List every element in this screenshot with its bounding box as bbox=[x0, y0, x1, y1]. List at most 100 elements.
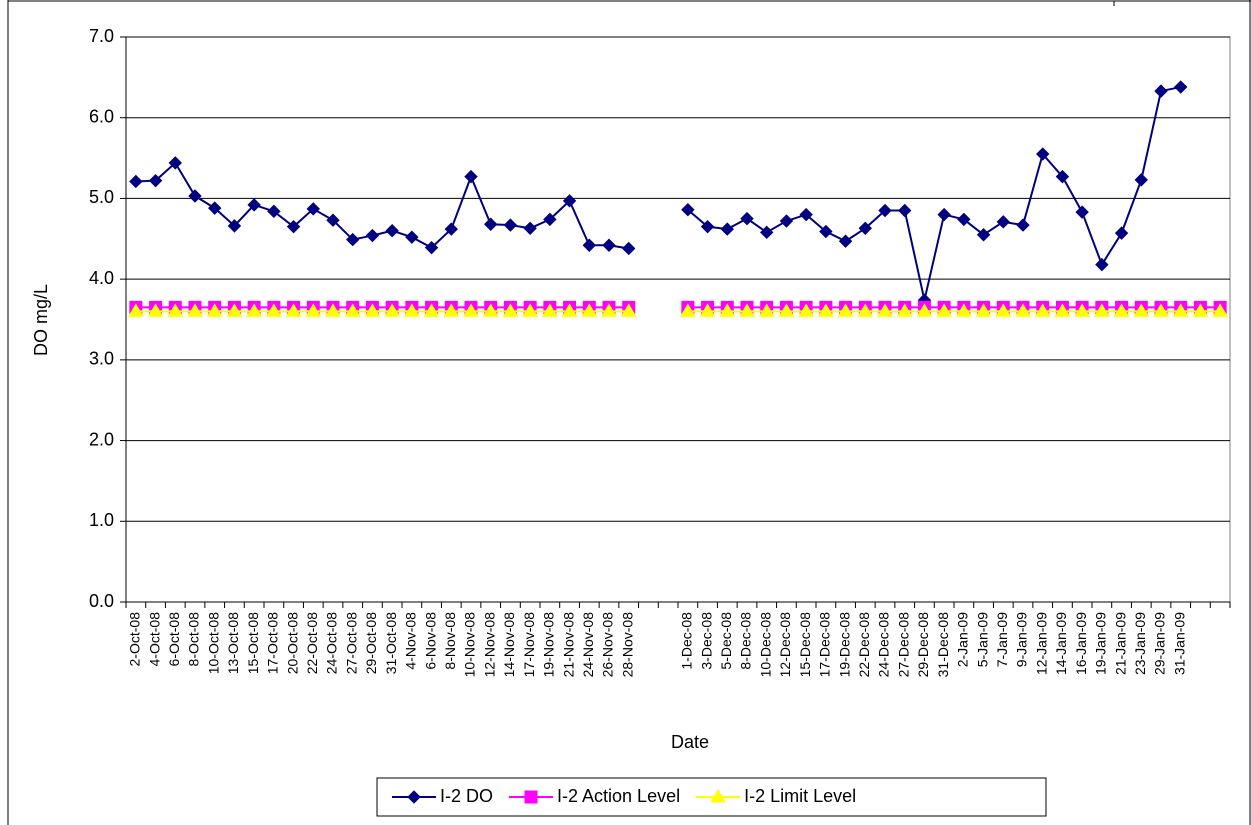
point bbox=[246, 303, 263, 317]
y-tick-label: 0.0 bbox=[89, 591, 114, 611]
point bbox=[265, 303, 282, 317]
point bbox=[778, 303, 795, 317]
x-tick-label: 29-Jan-09 bbox=[1152, 612, 1168, 675]
point bbox=[482, 303, 499, 317]
x-tick-label: 10-Dec-08 bbox=[757, 612, 773, 678]
point bbox=[1093, 303, 1110, 317]
x-tick-label: 20-Oct-08 bbox=[284, 612, 300, 674]
x-tick-label: 16-Jan-09 bbox=[1073, 612, 1089, 675]
y-tick-label: 1.0 bbox=[89, 510, 114, 530]
point bbox=[739, 303, 755, 317]
point bbox=[937, 207, 951, 222]
x-tick-label: 17-Dec-08 bbox=[817, 612, 833, 678]
x-tick-label: 21-Nov-08 bbox=[560, 612, 576, 678]
point bbox=[403, 303, 420, 317]
point bbox=[326, 213, 340, 227]
x-tick-label: 24-Nov-08 bbox=[580, 612, 596, 678]
x-tick-label: 31-Oct-08 bbox=[383, 612, 399, 674]
x-tick-label: 8-Nov-08 bbox=[442, 612, 458, 670]
point bbox=[561, 303, 578, 317]
point bbox=[819, 224, 833, 239]
x-tick-label: 22-Dec-08 bbox=[856, 612, 872, 678]
point bbox=[1055, 169, 1070, 184]
x-tick-label: 1-Dec-08 bbox=[679, 612, 695, 670]
point bbox=[995, 303, 1012, 317]
x-tick-label: 27-Dec-08 bbox=[895, 612, 911, 678]
point bbox=[148, 173, 163, 188]
x-tick-label: 2-Jan-09 bbox=[955, 612, 971, 667]
point bbox=[837, 303, 854, 317]
x-tick-label: 31-Jan-09 bbox=[1171, 612, 1187, 675]
point bbox=[798, 303, 815, 317]
point bbox=[543, 212, 557, 227]
y-tick-label: 3.0 bbox=[89, 349, 114, 369]
x-tick-label: 24-Dec-08 bbox=[876, 612, 892, 678]
point bbox=[206, 303, 223, 317]
x-tick-label: 31-Dec-08 bbox=[935, 612, 951, 678]
x-tick-label: 19-Nov-08 bbox=[541, 612, 557, 678]
point bbox=[365, 228, 380, 243]
point bbox=[364, 303, 381, 317]
point bbox=[1174, 80, 1188, 94]
point bbox=[622, 241, 636, 256]
point bbox=[523, 221, 537, 235]
x-tick-label: 3-Dec-08 bbox=[698, 612, 714, 670]
point bbox=[936, 303, 953, 317]
x-tick-label: 4-Oct-08 bbox=[146, 612, 162, 667]
x-tick-label: 21-Jan-09 bbox=[1112, 612, 1128, 675]
point bbox=[1113, 303, 1130, 317]
y-tick-label: 5.0 bbox=[89, 187, 114, 207]
x-tick-label: 13-Oct-08 bbox=[225, 612, 241, 674]
point bbox=[858, 221, 872, 235]
x-tick-label: 15-Oct-08 bbox=[245, 612, 261, 674]
point bbox=[1016, 218, 1030, 232]
point bbox=[896, 303, 913, 317]
point bbox=[996, 215, 1010, 229]
point bbox=[857, 303, 874, 317]
point bbox=[1153, 303, 1169, 317]
point bbox=[562, 194, 577, 208]
point bbox=[817, 303, 834, 317]
x-tick-label: 19-Dec-08 bbox=[836, 612, 852, 678]
point bbox=[423, 303, 440, 317]
x-tick-label: 14-Nov-08 bbox=[501, 612, 517, 678]
point bbox=[247, 198, 261, 212]
x-tick-label: 14-Jan-09 bbox=[1053, 612, 1069, 675]
point bbox=[187, 303, 203, 317]
point bbox=[129, 174, 143, 189]
point bbox=[227, 219, 242, 233]
point bbox=[384, 303, 401, 317]
point bbox=[1074, 303, 1091, 317]
x-tick-label: 26-Nov-08 bbox=[600, 612, 616, 678]
point bbox=[267, 204, 281, 219]
point bbox=[344, 303, 361, 317]
legend-marker bbox=[710, 789, 726, 803]
point bbox=[1133, 303, 1150, 317]
y-tick-label: 7.0 bbox=[89, 26, 114, 46]
point bbox=[878, 203, 892, 218]
point bbox=[740, 211, 754, 226]
point bbox=[581, 303, 598, 317]
point bbox=[1095, 257, 1109, 272]
x-tick-label: 27-Oct-08 bbox=[343, 612, 359, 674]
x-tick-label: 19-Jan-09 bbox=[1093, 612, 1109, 675]
point bbox=[602, 238, 616, 252]
point bbox=[700, 219, 715, 234]
point bbox=[975, 303, 992, 317]
legend-marker bbox=[524, 790, 538, 804]
point bbox=[167, 303, 184, 317]
x-tick-label: 29-Oct-08 bbox=[363, 612, 379, 674]
point bbox=[1192, 303, 1209, 317]
point bbox=[1015, 303, 1031, 317]
x-tick-label: 10-Nov-08 bbox=[462, 612, 478, 678]
point bbox=[405, 230, 419, 244]
point bbox=[719, 303, 736, 317]
point bbox=[760, 225, 774, 240]
x-tick-label: 8-Oct-08 bbox=[186, 612, 202, 667]
point bbox=[306, 202, 320, 216]
point bbox=[699, 303, 716, 317]
point bbox=[226, 303, 243, 317]
x-tick-label: 5-Dec-08 bbox=[718, 612, 734, 670]
x-tick-label: 12-Jan-09 bbox=[1033, 612, 1049, 675]
